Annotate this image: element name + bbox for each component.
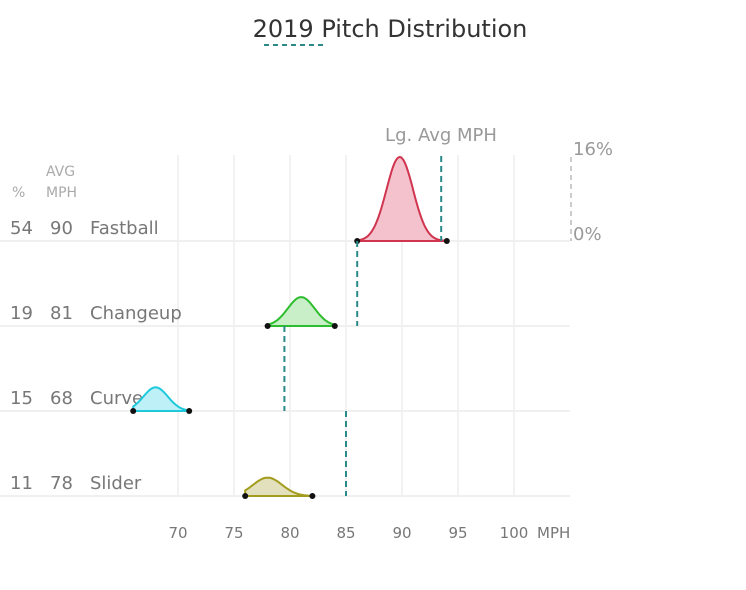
range-min-marker bbox=[130, 408, 137, 414]
range-max-marker bbox=[331, 323, 338, 329]
ridge-row-changeup: 19 81 Changeup bbox=[0, 241, 570, 329]
row-pct: 19 bbox=[10, 303, 33, 324]
chart-title: 2019 Pitch Distribution bbox=[253, 15, 528, 43]
row-pitch-name: Fastball bbox=[90, 218, 159, 239]
x-tick-label: 90 bbox=[392, 524, 411, 542]
pct-header: % bbox=[12, 185, 25, 201]
row-pct: 11 bbox=[10, 473, 33, 494]
x-tick-label: 100 bbox=[500, 524, 529, 542]
density-curve bbox=[132, 386, 191, 412]
ridge-row-fastball: 54 90 Fastball bbox=[0, 156, 570, 244]
row-avg-mph: 78 bbox=[50, 473, 73, 494]
range-max-marker bbox=[309, 493, 316, 499]
row-pitch-name: Curve bbox=[90, 388, 143, 409]
ridge-row-curve: 15 68 Curve bbox=[0, 326, 570, 414]
row-avg-mph: 90 bbox=[50, 218, 73, 239]
row-pitch-name: Changeup bbox=[90, 303, 182, 324]
density-curve bbox=[356, 156, 448, 242]
row-pct: 15 bbox=[10, 388, 33, 409]
x-tick-label: 75 bbox=[224, 524, 243, 542]
x-tick-label: 95 bbox=[448, 524, 467, 542]
ridge-row-slider: 11 78 Slider bbox=[0, 411, 570, 499]
density-curve bbox=[266, 296, 336, 327]
x-axis: 70 75 80 85 90 95 100 bbox=[168, 524, 528, 542]
ridges: 54 90 Fastball 19 81 Changeup 15 68 Curve 11 78 Sli… bbox=[0, 156, 570, 499]
density-curve bbox=[244, 476, 314, 497]
x-tick-label: 85 bbox=[336, 524, 355, 542]
x-tick-label: 80 bbox=[280, 524, 299, 542]
row-pitch-name: Slider bbox=[90, 473, 142, 494]
row-avg-mph: 68 bbox=[50, 388, 73, 409]
league-avg-label: Lg. Avg MPH bbox=[385, 125, 497, 146]
avg-header-line2: MPH bbox=[46, 185, 77, 201]
range-min-marker bbox=[242, 493, 249, 499]
x-axis-unit-label: MPH bbox=[537, 524, 570, 542]
range-min-marker bbox=[264, 323, 271, 329]
avg-header-line1: AVG bbox=[46, 164, 75, 180]
row-pct: 54 bbox=[10, 218, 33, 239]
row-avg-mph: 81 bbox=[50, 303, 73, 324]
density-scale-min-label: 0% bbox=[573, 224, 602, 245]
range-max-marker bbox=[443, 238, 450, 244]
density-scale-max-label: 16% bbox=[573, 139, 613, 160]
range-max-marker bbox=[186, 408, 193, 414]
x-tick-label: 70 bbox=[168, 524, 187, 542]
